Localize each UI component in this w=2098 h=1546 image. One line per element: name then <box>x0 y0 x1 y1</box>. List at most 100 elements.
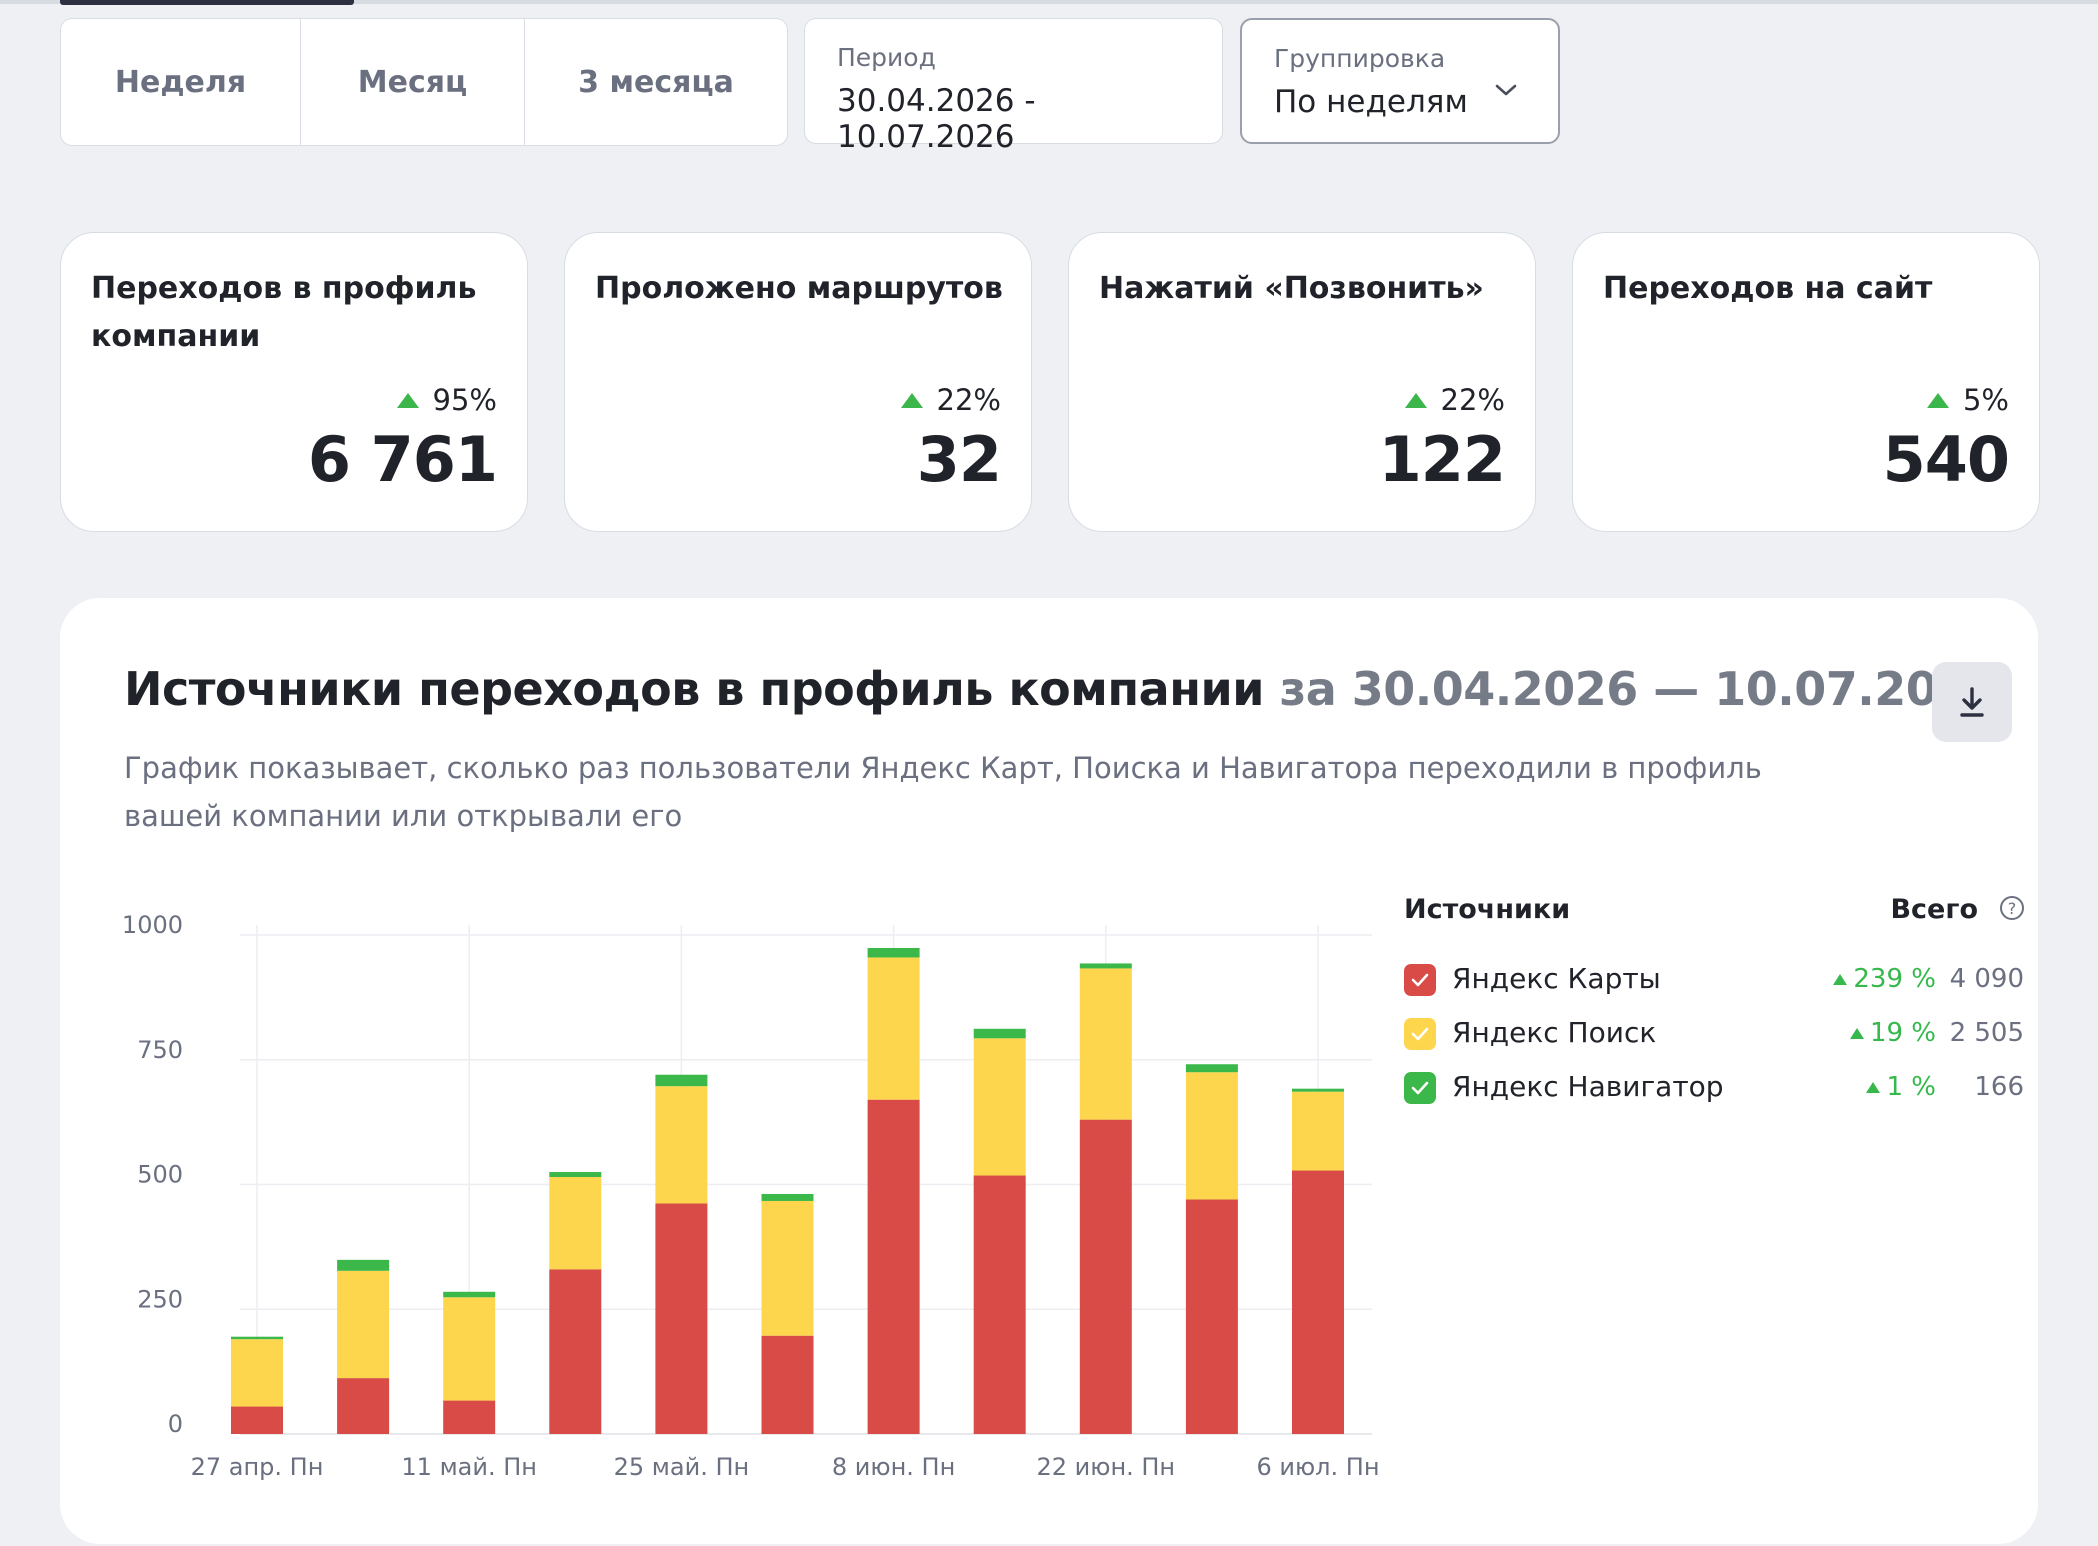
grouping-value: По неделям <box>1274 84 1468 120</box>
checkbox-checked-icon[interactable] <box>1404 1018 1436 1050</box>
bar-segment[interactable] <box>1079 963 1132 969</box>
bar-segment[interactable] <box>867 957 920 1100</box>
period-label: Период <box>837 43 936 72</box>
legend-item-total: 4 090 <box>1949 964 2024 994</box>
bar-segment[interactable] <box>1292 1088 1344 1092</box>
panel-range: за 30.04.2026 — 10.07.2026 <box>1279 662 2001 716</box>
trend-up-icon <box>1926 392 1949 408</box>
bar-segment[interactable] <box>655 1074 708 1087</box>
x-tick-label: 25 май. Пн <box>614 1453 750 1481</box>
bar-segment[interactable] <box>761 1193 814 1201</box>
chevron-down-icon <box>1495 84 1517 96</box>
bar-segment[interactable] <box>443 1291 496 1298</box>
sources-panel: Источники переходов в профиль компании з… <box>60 598 2038 1544</box>
trend-up-icon <box>1866 1081 1881 1093</box>
x-tick-label: 22 июн. Пн <box>1036 1453 1175 1481</box>
legend-header-total: Всего <box>1890 894 1978 925</box>
bar-segment[interactable] <box>973 1038 1026 1176</box>
y-tick-label: 750 <box>137 1036 183 1064</box>
help-icon[interactable]: ? <box>2000 896 2024 920</box>
legend-item-label: Яндекс Карты <box>1452 962 1661 995</box>
checkbox-checked-icon[interactable] <box>1404 964 1436 996</box>
kpi-delta: 22% <box>900 383 1001 417</box>
legend-item-pct: 1 % <box>1866 1072 1936 1102</box>
trend-up-icon <box>1849 1027 1864 1039</box>
bar-segment[interactable] <box>337 1270 390 1379</box>
x-tick-label: 27 апр. Пн <box>191 1453 324 1481</box>
legend-item-pct: 239 % <box>1833 964 1936 994</box>
bar-segment[interactable] <box>1292 1170 1344 1434</box>
x-tick-label: 11 май. Пн <box>401 1453 537 1481</box>
top-divider <box>0 0 2098 4</box>
bar-segment[interactable] <box>1079 968 1132 1120</box>
bar-segment[interactable] <box>1185 1064 1238 1073</box>
bar-segment[interactable] <box>973 1175 1026 1434</box>
legend-item-pct: 19 % <box>1849 1018 1936 1048</box>
kpi-card-routes[interactable]: Проложено маршрутов 22% 32 <box>564 232 1032 532</box>
kpi-delta: 22% <box>1404 383 1505 417</box>
trend-up-icon <box>396 392 419 408</box>
x-tick-label: 6 июл. Пн <box>1256 1453 1379 1481</box>
legend-header: Источники Всего ? <box>1404 894 2024 934</box>
bar-segment[interactable] <box>867 947 920 958</box>
legend-header-sources: Источники <box>1404 894 1571 925</box>
bar-segment[interactable] <box>549 1172 602 1178</box>
active-nav-indicator <box>60 0 354 5</box>
grouping-select[interactable]: Группировка По неделям <box>1240 18 1560 144</box>
legend-item-navigator[interactable]: Яндекс Навигатор 1 % 166 <box>1404 1068 2024 1108</box>
bar-segment[interactable] <box>867 1099 920 1434</box>
kpi-delta: 5% <box>1926 383 2009 417</box>
bar-segment[interactable] <box>761 1200 814 1336</box>
bar-segment[interactable] <box>549 1269 602 1434</box>
kpi-delta: 95% <box>396 383 497 417</box>
panel-description: График показывает, сколько раз пользоват… <box>124 751 1762 833</box>
kpi-title: Переходов на сайт <box>1603 271 1933 306</box>
legend-item-total: 2 505 <box>1949 1018 2024 1048</box>
sources-chart: 0 250 500 750 1000 27 апр. Пн 11 май. Пн 25 май… <box>122 911 1380 1481</box>
bar-segment[interactable] <box>443 1297 496 1401</box>
period-value: 30.04.2026 - 10.07.2026 <box>837 83 1036 155</box>
kpi-title: Нажатий «Позвонить» <box>1099 271 1484 306</box>
bar-segment[interactable] <box>1185 1199 1238 1434</box>
trend-up-icon <box>1833 973 1848 985</box>
bar-segment[interactable] <box>655 1203 708 1434</box>
bar-segment[interactable] <box>337 1259 390 1271</box>
period-tabs: Неделя Месяц 3 месяца <box>60 18 788 146</box>
kpi-value: 32 <box>916 423 1002 496</box>
bar-segment[interactable] <box>1185 1072 1238 1200</box>
tab-3-months[interactable]: 3 месяца <box>578 64 734 100</box>
kpi-card-profile-visits[interactable]: Переходов в профиль компании 95% 6 761 <box>60 232 528 532</box>
period-field[interactable]: Период 30.04.2026 - 10.07.2026 <box>804 18 1223 155</box>
legend-item-total: 166 <box>1974 1072 2024 1102</box>
kpi-value: 540 <box>1882 423 2010 496</box>
bar-segment[interactable] <box>231 1406 283 1434</box>
kpi-card-site-visits[interactable]: Переходов на сайт 5% 540 <box>1572 232 2040 532</box>
legend-item-label: Яндекс Навигатор <box>1452 1070 1724 1103</box>
bar-segment[interactable] <box>655 1086 708 1204</box>
bar-segment[interactable] <box>337 1378 390 1434</box>
bar-segment[interactable] <box>231 1339 283 1407</box>
legend-item-maps[interactable]: Яндекс Карты 239 % 4 090 <box>1404 960 2024 1000</box>
tab-week[interactable]: Неделя <box>61 19 301 145</box>
y-tick-label: 500 <box>137 1161 183 1189</box>
kpi-value: 122 <box>1378 423 1506 496</box>
panel-title: Источники переходов в профиль компании з… <box>124 662 2001 716</box>
bar-segment[interactable] <box>973 1028 1026 1039</box>
bar-segment[interactable] <box>761 1335 814 1434</box>
legend-item-search[interactable]: Яндекс Поиск 19 % 2 505 <box>1404 1014 2024 1054</box>
bar-segment[interactable] <box>231 1336 283 1340</box>
y-tick-label: 1000 <box>122 911 183 939</box>
bar-segment[interactable] <box>1079 1119 1132 1434</box>
trend-up-icon <box>900 392 923 408</box>
bar-segment[interactable] <box>443 1400 496 1434</box>
bar-segment[interactable] <box>1292 1091 1344 1171</box>
download-icon <box>1960 687 1984 717</box>
download-button[interactable] <box>1932 662 2012 742</box>
tab-month[interactable]: Месяц <box>301 19 525 145</box>
checkbox-checked-icon[interactable] <box>1404 1072 1436 1104</box>
bar-segment[interactable] <box>549 1177 602 1270</box>
legend-item-label: Яндекс Поиск <box>1452 1016 1657 1049</box>
y-tick-label: 0 <box>168 1410 183 1438</box>
kpi-card-calls[interactable]: Нажатий «Позвонить» 22% 122 <box>1068 232 1536 532</box>
trend-up-icon <box>1404 392 1427 408</box>
